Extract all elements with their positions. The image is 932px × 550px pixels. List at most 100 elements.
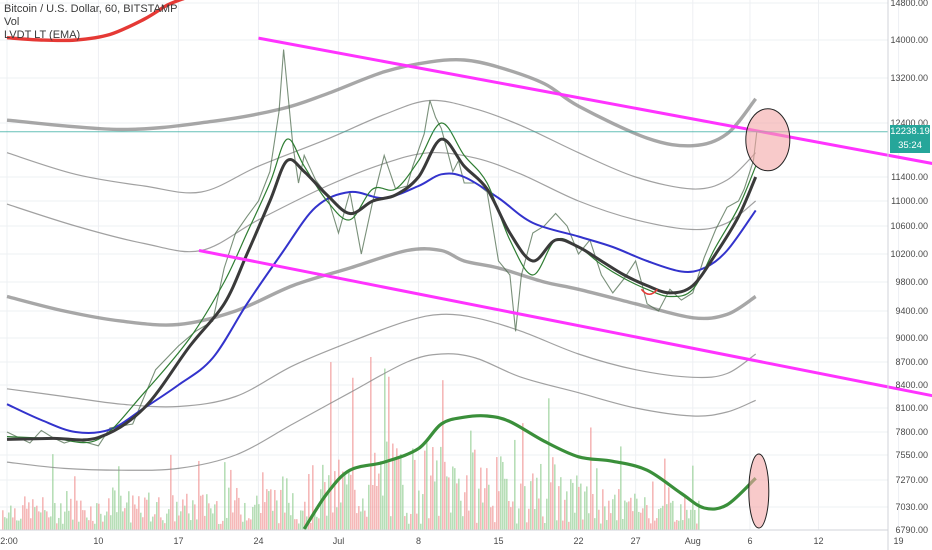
volume-bar xyxy=(456,483,458,530)
volume-legend[interactable]: Vol xyxy=(4,16,20,28)
volume-bar xyxy=(676,519,678,530)
volume-bar xyxy=(394,459,396,530)
volume-bar xyxy=(146,499,148,530)
volume-bar xyxy=(302,510,304,530)
volume-bar xyxy=(472,452,474,530)
volume-bar xyxy=(130,522,132,530)
volume-bar xyxy=(288,502,290,530)
volume-bar xyxy=(500,456,502,530)
volume-bar xyxy=(374,452,376,530)
volume-bar xyxy=(668,487,670,530)
symbol-title[interactable]: Bitcoin / U.S. Dollar, 60, BITSTAMP xyxy=(4,3,178,15)
volume-bar xyxy=(688,518,690,530)
volume-bar xyxy=(628,501,630,530)
volume-bar xyxy=(584,491,586,530)
volume-bar xyxy=(294,519,296,530)
bar-countdown: 35:24 xyxy=(890,138,930,153)
volume-bar xyxy=(104,515,106,530)
volume-bar xyxy=(556,520,558,530)
volume-bar xyxy=(4,517,6,530)
price-tick-label: 11000.00 xyxy=(891,196,928,206)
volume-bar xyxy=(672,500,674,530)
time-tick-label: Aug xyxy=(685,536,701,546)
volume-bar xyxy=(636,498,638,530)
volume-bar xyxy=(360,511,362,530)
volume-bar xyxy=(410,513,412,530)
indicator-legend[interactable]: LVDT LT (EMA) xyxy=(4,29,81,41)
volume-bar xyxy=(546,498,548,530)
volume-bar xyxy=(462,516,464,530)
volume-bar xyxy=(428,518,430,530)
volume-bar xyxy=(622,518,624,530)
chart-grid xyxy=(0,0,900,531)
price-tick-label: 8400.00 xyxy=(895,380,928,390)
ema-slow-line xyxy=(6,172,757,434)
volume-bar xyxy=(6,518,8,530)
volume-bar xyxy=(20,518,22,530)
volume-bar xyxy=(610,513,612,530)
volume-bar xyxy=(312,465,314,530)
volume-bar xyxy=(290,515,292,530)
volume-bar xyxy=(418,490,420,530)
volume-bar xyxy=(388,376,390,530)
volume-bar xyxy=(508,500,510,530)
volume-bar xyxy=(80,500,82,530)
volume-bar xyxy=(450,512,452,530)
volume-bar xyxy=(454,468,456,530)
volume-bar xyxy=(646,505,648,530)
volume-bar xyxy=(320,489,322,530)
volume-bar xyxy=(356,513,358,530)
volume-bar xyxy=(98,503,100,530)
volume-bar xyxy=(698,500,700,530)
volume-bar xyxy=(84,510,86,530)
volume-bar xyxy=(278,523,280,530)
volume-bar xyxy=(406,512,408,530)
volume-bar xyxy=(492,505,494,530)
volume-bar xyxy=(58,517,60,530)
volume-bar xyxy=(502,461,504,530)
volume-bar xyxy=(230,469,232,530)
volume-bar xyxy=(684,496,686,530)
volume-bar xyxy=(266,489,268,530)
volume-bar xyxy=(564,499,566,530)
volume-bar xyxy=(666,504,668,530)
time-tick-label: 6 xyxy=(747,536,752,546)
band-4 xyxy=(6,313,757,408)
volume-bar xyxy=(254,504,256,530)
volume-bar xyxy=(330,362,332,530)
volume-bar xyxy=(510,507,512,530)
volume-bar xyxy=(264,502,266,530)
volume-bar xyxy=(514,439,516,530)
volume-bar xyxy=(190,520,192,530)
price-axis[interactable]: 6790.00 7030.00 7270.00 7550.00 7800.00 8100.… xyxy=(887,0,928,550)
volume-bar xyxy=(368,484,370,530)
volume-bar xyxy=(152,516,154,530)
volume-bar xyxy=(560,477,562,530)
volume-bar xyxy=(168,509,170,530)
volume-bar xyxy=(408,523,410,530)
volume-bar xyxy=(270,489,272,530)
volume-bar xyxy=(340,502,342,530)
volume-bar xyxy=(184,505,186,530)
breakout-highlight xyxy=(745,108,791,172)
volume-bar xyxy=(504,478,506,530)
volume-bar xyxy=(400,453,402,530)
volume-bar xyxy=(206,494,208,530)
time-axis[interactable]: 2:00101724Jul8152227Aug6121926 xyxy=(0,529,932,546)
volume-bar xyxy=(630,497,632,530)
volume-bar xyxy=(34,507,36,530)
volume-bar xyxy=(110,515,112,530)
volume-bar xyxy=(150,521,152,530)
volume-bar xyxy=(346,484,348,530)
volume-bar xyxy=(524,486,526,530)
volume-bar xyxy=(44,510,46,530)
volume-bar xyxy=(678,520,680,530)
volume-bar xyxy=(512,501,514,530)
volume-bar xyxy=(128,491,130,530)
time-tick-label: 22 xyxy=(573,536,583,546)
volume-bar xyxy=(276,500,278,530)
price-tick-label: 13200.00 xyxy=(890,73,928,83)
price-tick-label: 7030.00 xyxy=(895,502,928,512)
volume-bar xyxy=(480,467,482,530)
